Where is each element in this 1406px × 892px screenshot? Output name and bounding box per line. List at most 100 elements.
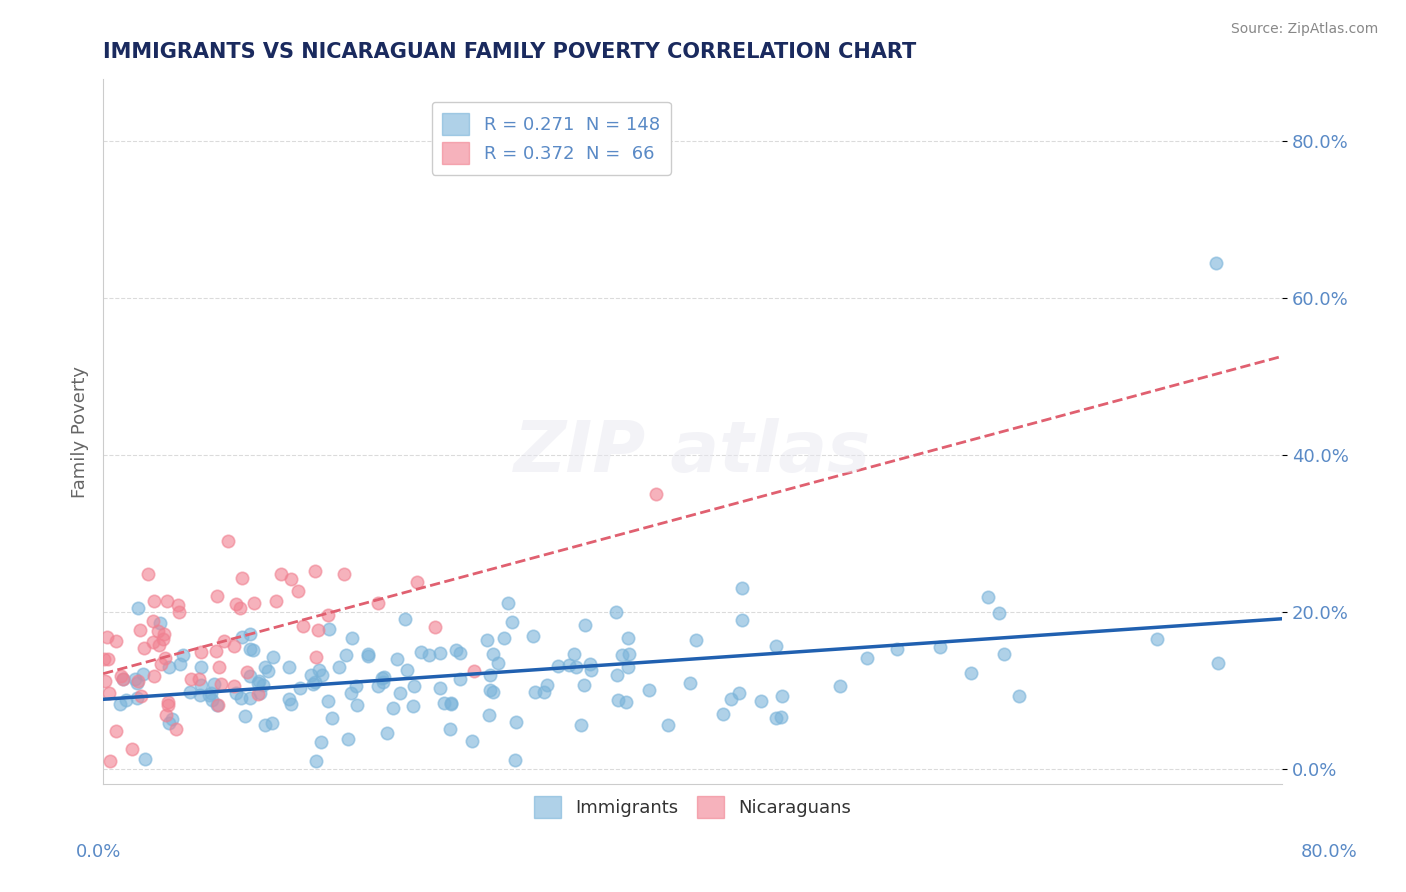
Point [179,685,201,699]
Point [960,666,983,681]
Point [291,619,314,633]
Point [165,722,187,736]
Point [242,643,264,657]
Point [156,594,179,608]
Point [988,607,1011,621]
Legend: Immigrants, Nicaraguans: Immigrants, Nicaraguans [527,789,859,825]
Point [346,698,368,713]
Point [381,701,404,715]
Point [157,716,180,731]
Point [440,698,463,712]
Point [160,712,183,726]
Point [247,673,270,688]
Point [505,714,527,729]
Point [155,708,177,723]
Point [321,710,343,724]
Point [389,686,412,700]
Point [262,649,284,664]
Point [233,709,256,723]
Point [463,664,485,678]
Point [1146,632,1168,647]
Point [112,673,135,687]
Point [96,630,118,644]
Point [242,596,264,610]
Point [278,692,301,706]
Point [208,660,231,674]
Point [433,696,456,710]
Point [498,596,520,610]
Point [115,693,138,707]
Point [136,567,159,582]
Point [180,672,202,686]
Point [572,678,595,692]
Point [367,596,389,610]
Point [395,663,418,677]
Point [224,679,246,693]
Point [481,685,503,699]
Point [270,567,292,582]
Point [685,633,707,648]
Point [335,648,357,662]
Point [928,640,950,654]
Point [316,694,339,708]
Point [207,698,229,712]
Point [770,689,793,703]
Point [134,752,156,766]
Point [533,685,555,699]
Point [524,685,547,699]
Point [209,677,232,691]
Point [152,627,174,641]
Point [311,668,333,682]
Y-axis label: Family Poverty: Family Poverty [72,366,89,498]
Point [522,629,544,643]
Point [280,572,302,586]
Point [125,691,148,706]
Point [644,487,666,501]
Point [129,689,152,703]
Point [169,657,191,671]
Point [148,624,170,639]
Point [486,656,509,670]
Point [547,658,569,673]
Point [278,659,301,673]
Point [105,723,128,738]
Point [307,624,329,638]
Point [249,686,271,700]
Point [394,612,416,626]
Point [205,589,228,603]
Point [204,644,226,658]
Point [439,722,461,736]
Point [127,600,149,615]
Point [222,639,245,653]
Point [617,660,640,674]
Point [231,630,253,644]
Point [605,605,627,619]
Point [357,649,380,664]
Point [993,647,1015,661]
Point [423,620,446,634]
Point [371,671,394,685]
Point [765,640,787,654]
Point [385,652,408,666]
Point [333,567,356,582]
Point [731,613,754,627]
Point [429,646,451,660]
Point [253,660,276,674]
Point [503,753,526,767]
Point [720,691,742,706]
Point [260,715,283,730]
Point [190,660,212,674]
Point [257,664,280,678]
Point [429,681,451,695]
Point [132,667,155,681]
Point [142,635,165,649]
Point [565,659,588,673]
Point [446,643,468,657]
Point [201,692,224,706]
Point [97,685,120,699]
Point [501,615,523,629]
Point [418,648,440,662]
Point [239,641,262,656]
Point [574,617,596,632]
Point [121,742,143,756]
